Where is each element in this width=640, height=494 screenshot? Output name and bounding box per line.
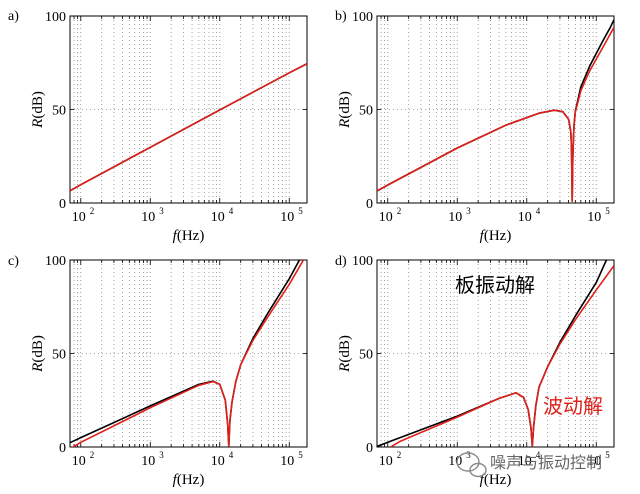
watermark: 噪声与振动控制 [456, 452, 602, 478]
y-axis-label: R(dB) [337, 91, 353, 129]
x-tick-label-exponent: 4 [536, 450, 541, 460]
annotation-plate-solution: 板振动解 [455, 273, 535, 297]
y-tick-label: 0 [59, 441, 66, 456]
watermark-text: 噪声与振动控制 [490, 453, 602, 472]
series-red-curve [71, 260, 305, 447]
x-tick-label: 10 [211, 210, 225, 225]
x-tick-label: 10 [587, 454, 601, 469]
y-tick-label: 0 [366, 441, 373, 456]
series-black-curve [70, 260, 301, 447]
x-tick-label-exponent: 4 [229, 450, 234, 460]
x-tick-label: 10 [141, 210, 155, 225]
series-black-curve [377, 19, 614, 202]
x-tick-label-exponent: 2 [397, 450, 402, 460]
axes-frame [69, 259, 308, 448]
y-axis-label: R(dB) [337, 335, 353, 373]
series-red-curve [70, 62, 307, 192]
x-tick-label-exponent: 5 [605, 206, 610, 216]
annotation-wave-solution: 波动解 [543, 394, 603, 418]
y-tick-label: 100 [45, 10, 66, 25]
x-tick-label: 10 [518, 210, 532, 225]
x-tick-label: 10 [72, 210, 86, 225]
panel-a: 0 50 100 10 2 10 3 10 4 10 5 f(Hz) R(dB) a) [8, 9, 308, 244]
x-tick-label: 10 [587, 210, 601, 225]
x-tick-label-exponent: 4 [536, 206, 541, 216]
y-tick-label: 50 [52, 348, 66, 363]
x-axis-label: f(Hz) [480, 472, 512, 488]
y-tick-label: 50 [359, 348, 373, 363]
x-tick-label-exponent: 3 [159, 206, 164, 216]
y-tick-label: 0 [366, 197, 373, 212]
x-tick-label-exponent: 5 [298, 450, 303, 460]
x-tick-label-exponent: 5 [605, 450, 610, 460]
x-tick-label: 10 [211, 454, 225, 469]
x-tick-label-exponent: 3 [159, 450, 164, 460]
axes-frame [376, 15, 615, 204]
x-tick-label: 10 [448, 210, 462, 225]
x-tick-label: 10 [141, 454, 155, 469]
series-red-curve [390, 265, 614, 447]
y-tick-label: 50 [52, 104, 66, 119]
x-tick-label: 10 [379, 454, 393, 469]
grid [70, 260, 307, 447]
x-tick-label: 10 [72, 454, 86, 469]
panel-label: b) [335, 9, 347, 24]
axes-frame [69, 15, 308, 204]
panel-label: a) [8, 9, 19, 24]
grid [377, 16, 614, 203]
y-axis-label: R(dB) [30, 335, 46, 373]
x-axis-label: f(Hz) [480, 228, 512, 244]
panel-c: 0 50 100 10 2 10 3 10 4 10 5 f(Hz) R(dB) c) [8, 254, 308, 488]
y-tick-label: 100 [352, 254, 373, 269]
x-axis-label: f(Hz) [173, 228, 205, 244]
panel-label: c) [8, 254, 19, 269]
x-tick-label-exponent: 3 [466, 206, 471, 216]
y-tick-label: 50 [359, 104, 373, 119]
y-axis-label: R(dB) [30, 91, 46, 129]
x-tick-label-exponent: 5 [298, 206, 303, 216]
x-tick-label-exponent: 2 [397, 206, 402, 216]
series-red-curve [377, 26, 614, 202]
x-tick-label: 10 [280, 454, 294, 469]
x-tick-label-exponent: 2 [90, 450, 95, 460]
grid [70, 16, 307, 203]
wechat-icon [456, 452, 487, 478]
panel-label: d) [335, 254, 347, 269]
x-tick-label-exponent: 2 [90, 206, 95, 216]
x-tick-label: 10 [379, 210, 393, 225]
y-tick-label: 100 [45, 254, 66, 269]
x-tick-label-exponent: 3 [466, 450, 471, 460]
x-axis-label: f(Hz) [173, 472, 205, 488]
x-tick-label: 10 [280, 210, 294, 225]
x-tick-label: 10 [518, 454, 532, 469]
y-tick-label: 0 [59, 197, 66, 212]
y-tick-label: 100 [352, 10, 373, 25]
panel-b: 0 50 100 10 2 10 3 10 4 10 5 f(Hz) R(dB) b) [335, 9, 615, 244]
x-tick-label-exponent: 4 [229, 206, 234, 216]
